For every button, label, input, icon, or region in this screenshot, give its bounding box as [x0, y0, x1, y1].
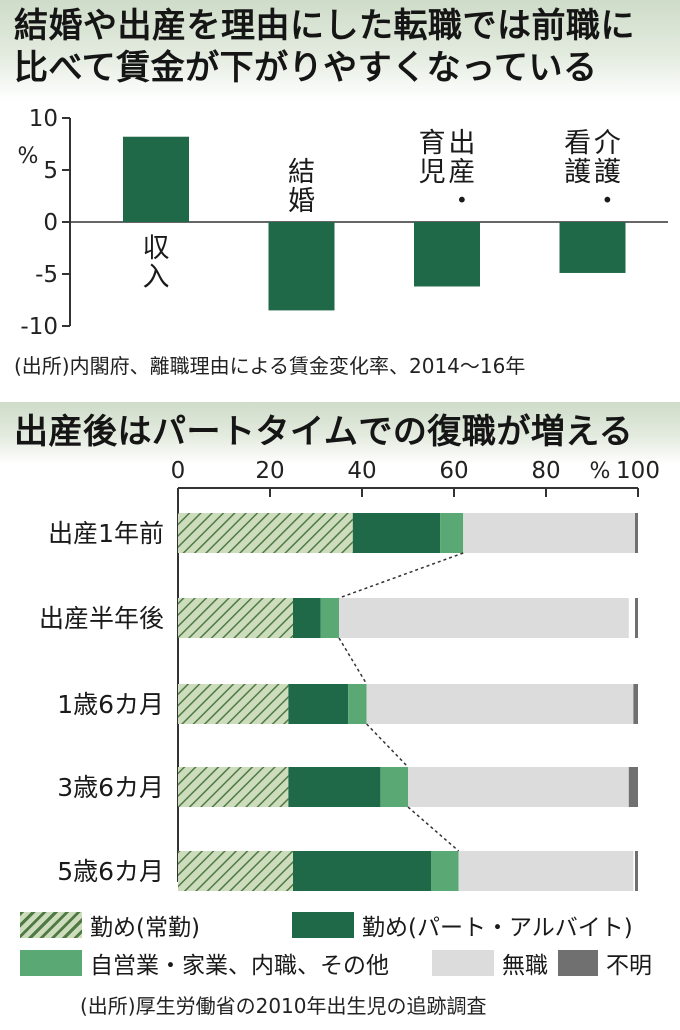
chart2-bar-3-seg-4: [628, 767, 638, 807]
legend-item-parttime: 勤め(パート・アルバイト): [292, 908, 633, 942]
chart1-cat-label-0-0: 収入: [143, 233, 170, 293]
wage-change-bar-chart: 10 5 0 -5 -10% 収入 結婚 出産・育児 介護・看護: [18, 106, 668, 340]
chart1-bar-3: [559, 222, 626, 273]
chart2-source: (出所)厚生労働省の2010年出生児の追跡調査: [80, 994, 487, 1018]
chart2-bar-3-seg-3: [408, 767, 629, 807]
legend-label-unknown: 不明: [606, 953, 652, 979]
chart2-bar-3-seg-2: [380, 767, 408, 807]
chart2-bar-1-seg-0: [178, 598, 293, 638]
chart1-ytick-label-3: -5: [35, 262, 58, 288]
chart2-bar-4-seg-4: [635, 851, 638, 891]
chart1-title-line-1: 結婚や出産を理由にした転職では前職に: [14, 6, 635, 46]
legend-swatch-fulltime: [20, 912, 82, 938]
chart2-cat-label-1: 出産半年後: [39, 604, 164, 633]
legend-swatch-unemployed: [432, 950, 494, 976]
legend-label-fulltime: 勤め(常勤): [90, 915, 200, 941]
chart1-ytick-label-0: 10: [29, 106, 58, 132]
chart2-bar-1-seg-2: [320, 598, 339, 638]
chart2-cat-label-0: 出産1年前: [48, 519, 164, 548]
chart2-connector-0: [338, 552, 464, 599]
chart2-bar-4-seg-2: [431, 851, 459, 891]
chart2-cat-label-2: 1歳6カ月: [57, 690, 164, 719]
chart2-bar-2-seg-3: [366, 684, 634, 724]
chart1-title-band: [0, 0, 680, 100]
chart2-bar-4-seg-0: [178, 851, 293, 891]
chart2-connector-2: [366, 723, 409, 768]
chart1-ytick-label-4: -10: [20, 314, 58, 340]
chart2-bar-2-seg-1: [288, 684, 349, 724]
legend-item-selfemployed: 自営業・家業、内職、その他: [20, 946, 389, 980]
chart1-cat-label-2-0: 出産・: [448, 128, 475, 217]
legend-label-selfemployed: 自営業・家業、内職、その他: [90, 953, 389, 979]
legend-swatch-unknown: [558, 950, 598, 976]
chart2-bar-0-seg-0: [178, 513, 353, 553]
chart2-connector-1: [338, 637, 368, 685]
chart1-ytick-label-2: 0: [43, 210, 58, 236]
chart2-bar-2-seg-0: [178, 684, 289, 724]
chart2-bar-2-seg-2: [348, 684, 367, 724]
legend-item-unemployed: 無職: [432, 946, 548, 980]
chart1-cat-label-2-1: 育児: [419, 128, 446, 188]
legend-label-parttime: 勤め(パート・アルバイト): [362, 915, 633, 941]
legend-label-unemployed: 無職: [502, 953, 548, 979]
chart2-bar-0-seg-1: [352, 513, 441, 553]
chart2-bar-1-seg-3: [339, 598, 629, 638]
chart2-bar-1-seg-1: [293, 598, 321, 638]
chart2-title-band: [0, 402, 680, 464]
chart2-connector-3: [407, 806, 460, 852]
chart2-bar-0-seg-3: [463, 513, 638, 553]
chart1-bar-2: [414, 222, 480, 287]
chart2-bar-1-seg-4: [635, 598, 638, 638]
chart1-bar-1: [268, 222, 335, 311]
legend-item-fulltime: 勤め(常勤): [20, 908, 200, 942]
chart2-title: 出産後はパートタイムでの復職が増える: [14, 412, 634, 452]
chart2-cat-label-3: 3歳6カ月: [57, 773, 164, 802]
chart1-cat-label-3-1: 看護: [564, 128, 591, 188]
chart1-cat-label-1-0: 結婚: [288, 157, 315, 217]
chart1-cat-label-3-0: 介護・: [594, 128, 621, 217]
chart2-bar-3-seg-0: [178, 767, 289, 807]
legend-item-unknown: 不明: [558, 946, 652, 980]
chart1-y-unit: %: [18, 144, 39, 169]
chart1-title-line-2: 比べて賃金が下がりやすくなっている: [14, 48, 598, 88]
chart2-bar-4-seg-3: [458, 851, 634, 891]
chart1-source: (出所)内閣府、離職理由による賃金変化率、2014～16年: [14, 354, 526, 378]
chart1-ytick-label-1: 5: [43, 158, 58, 184]
legend-swatch-selfemployed: [20, 950, 82, 976]
chart2-cat-label-4: 5歳6カ月: [57, 857, 164, 886]
chart2-bar-3-seg-1: [288, 767, 381, 807]
chart2-bar-4-seg-1: [293, 851, 431, 891]
chart2-bar-2-seg-4: [633, 684, 638, 724]
chart2-bar-0-seg-4: [635, 513, 638, 553]
legend-swatch-parttime: [292, 912, 354, 938]
chart1-bar-0: [123, 136, 189, 222]
chart2-bar-0-seg-2: [440, 513, 464, 553]
